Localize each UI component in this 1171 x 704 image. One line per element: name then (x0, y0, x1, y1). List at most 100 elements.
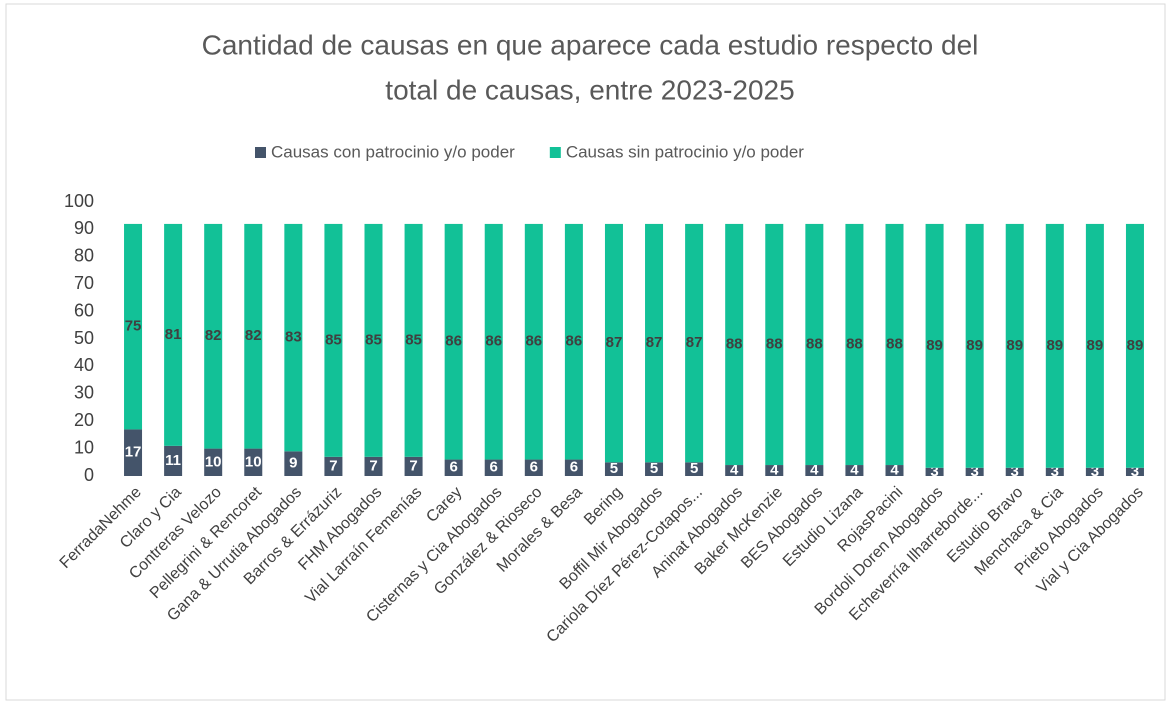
bar-segment (324, 223, 343, 457)
bar-segment (805, 223, 824, 466)
data-label: 86 (485, 333, 502, 350)
bar-segment (364, 456, 383, 476)
bar-segment (404, 223, 423, 457)
bar-segment (765, 465, 784, 476)
bar-segment (1005, 467, 1024, 476)
data-label: 3 (1051, 463, 1059, 480)
bar-segment (645, 223, 664, 463)
data-label: 86 (566, 333, 583, 350)
data-label: 82 (245, 327, 262, 344)
y-tick-label: 10 (74, 437, 94, 457)
y-tick-label: 20 (74, 410, 94, 430)
bar-segment (204, 448, 223, 476)
data-label: 5 (690, 460, 698, 477)
data-label: 10 (245, 453, 262, 470)
y-tick-label: 80 (74, 246, 94, 266)
bar-segment (725, 223, 744, 466)
data-label: 87 (686, 334, 703, 351)
data-label: 88 (886, 335, 903, 352)
chart-title: total de causas, entre 2023-2025 (385, 74, 794, 105)
data-label: 89 (1127, 337, 1144, 354)
data-label: 5 (610, 460, 618, 477)
bar-segment (604, 462, 623, 476)
data-label: 4 (730, 461, 739, 478)
bar-segment (444, 459, 463, 476)
bar-segment (1085, 467, 1104, 476)
data-label: 4 (890, 461, 899, 478)
bar-segment (484, 459, 503, 476)
bar-segment (685, 223, 704, 463)
y-tick-label: 0 (84, 465, 94, 485)
bar-segment (885, 465, 904, 476)
data-label: 3 (970, 463, 978, 480)
bar-segment (1045, 223, 1064, 468)
bar-segment (685, 462, 704, 476)
y-tick-label: 70 (74, 273, 94, 293)
data-label: 11 (165, 452, 181, 469)
y-tick-label: 100 (64, 191, 94, 211)
bar-segment (1045, 467, 1064, 476)
data-label: 3 (930, 463, 938, 480)
chart-title: Cantidad de causas en que aparece cada e… (202, 29, 979, 60)
data-label: 6 (530, 459, 538, 476)
data-label: 3 (1091, 463, 1099, 480)
bar-segment (164, 223, 183, 446)
bar-segment (524, 223, 543, 460)
data-label: 3 (1011, 463, 1019, 480)
bar-segment (845, 223, 864, 466)
data-label: 81 (165, 326, 182, 343)
data-label: 82 (205, 327, 222, 344)
y-tick-label: 50 (74, 328, 94, 348)
y-tick-label: 90 (74, 218, 94, 238)
data-label: 5 (650, 460, 658, 477)
data-label: 88 (806, 335, 823, 352)
bar-segment (845, 465, 864, 476)
bar-segment (364, 223, 383, 457)
legend-swatch (255, 147, 266, 158)
bar-segment (324, 456, 343, 476)
bar-segment (564, 459, 583, 476)
bar-segment (164, 445, 183, 476)
data-label: 10 (205, 453, 222, 470)
bar-segment (124, 223, 143, 430)
bar-segment (805, 465, 824, 476)
data-label: 89 (1087, 337, 1104, 354)
bar-segment (965, 467, 984, 476)
data-label: 3 (1131, 463, 1139, 480)
bar-segment (404, 456, 423, 476)
y-tick-label: 60 (74, 300, 94, 320)
data-label: 86 (445, 333, 462, 350)
data-label: 7 (369, 457, 377, 474)
data-label: 9 (289, 455, 297, 472)
bar-segment (444, 223, 463, 460)
data-label: 85 (405, 331, 422, 348)
data-label: 89 (966, 337, 983, 354)
data-label: 87 (646, 334, 663, 351)
data-label: 89 (926, 337, 943, 354)
y-tick-label: 40 (74, 355, 94, 375)
data-label: 88 (766, 335, 783, 352)
data-label: 4 (850, 461, 859, 478)
data-label: 88 (726, 335, 743, 352)
bar-segment (885, 223, 904, 466)
bar-segment (284, 451, 303, 476)
data-label: 88 (846, 335, 863, 352)
bar-segment (244, 223, 263, 449)
bar-segment (645, 462, 664, 476)
data-label: 85 (325, 331, 342, 348)
bar-segment (1085, 223, 1104, 468)
data-label: 87 (606, 334, 623, 351)
data-label: 86 (525, 333, 542, 350)
bar-segment (1125, 467, 1144, 476)
data-label: 6 (570, 459, 578, 476)
bar-segment (204, 223, 223, 449)
bar-segment (564, 223, 583, 460)
data-label: 4 (810, 461, 819, 478)
data-label: 17 (125, 444, 142, 461)
data-label: 6 (449, 459, 457, 476)
bar-segment (925, 467, 944, 476)
data-label: 85 (365, 331, 382, 348)
data-label: 89 (1006, 337, 1023, 354)
legend-label: Causas con patrocinio y/o poder (271, 142, 515, 161)
